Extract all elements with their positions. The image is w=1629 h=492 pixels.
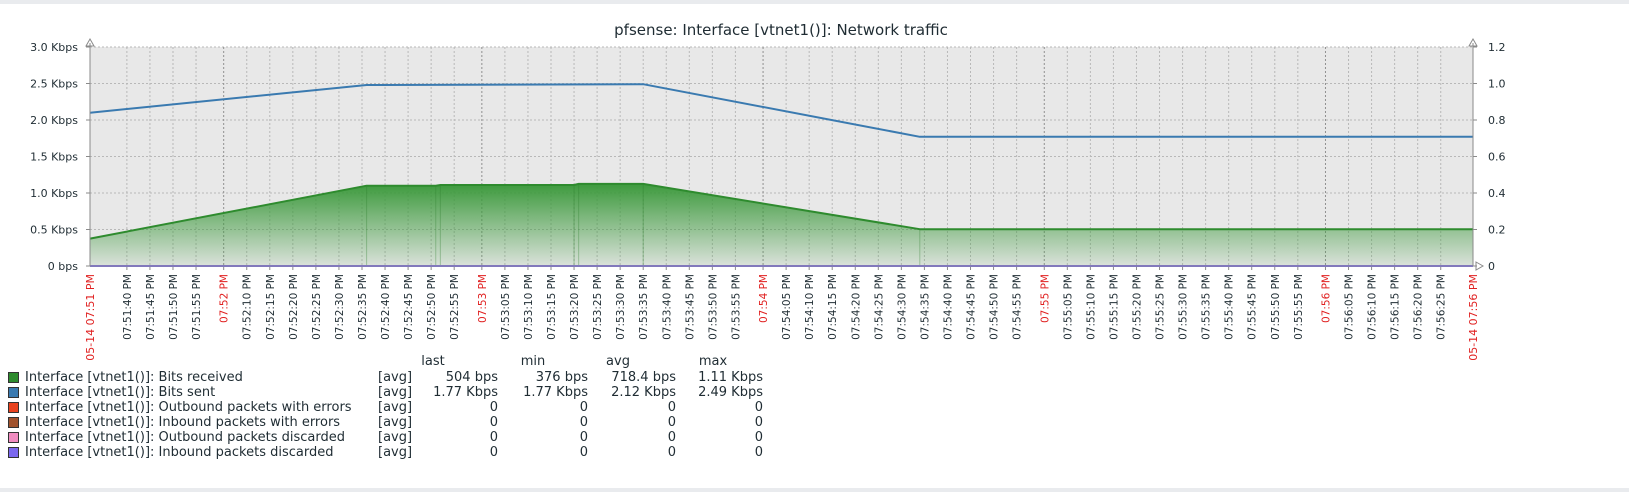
x-tick-label: 07:51:55 PM: [191, 274, 203, 340]
x-tick-label: 07:52:15 PM: [265, 274, 277, 340]
x-tick-label: 07:55:45 PM: [1247, 274, 1259, 340]
graph-widget: pfsense: Interface [vtnet1()]: Network t…: [0, 4, 1629, 488]
x-tick-label: 07:55:50 PM: [1270, 274, 1282, 340]
y-left-tick-label: 1.0 Kbps: [30, 187, 78, 200]
x-tick-label: 07:56:25 PM: [1436, 274, 1448, 340]
x-tick-label: 07:53:30 PM: [615, 274, 627, 340]
y-right-tick-label: 0: [1488, 260, 1495, 273]
x-tick-label: 07:53 PM: [477, 274, 489, 323]
x-tick-label: 07:52:40 PM: [380, 274, 392, 340]
y-right-tick-label: 0.8: [1488, 114, 1506, 127]
x-tick-label: 07:52:10 PM: [242, 274, 254, 340]
network-traffic-chart: pfsense: Interface [vtnet1()]: Network t…: [30, 21, 1506, 361]
x-tick-label: 07:53:05 PM: [500, 274, 512, 340]
x-tick-label: 07:52:35 PM: [357, 274, 369, 340]
x-tick-label: 07:54:30 PM: [896, 274, 908, 340]
x-tick-label: 07:53:15 PM: [546, 274, 558, 340]
x-tick-label: 07:54:25 PM: [873, 274, 885, 340]
x-tick-label: 07:51:45 PM: [145, 274, 157, 340]
chart-title: pfsense: Interface [vtnet1()]: Network t…: [614, 21, 948, 39]
x-tick-label: 07:54:20 PM: [850, 274, 862, 340]
x-tick-label: 07:53:55 PM: [730, 274, 742, 340]
y-right-tick-label: 0.6: [1488, 151, 1506, 164]
y-right-tick-label: 0.4: [1488, 187, 1506, 200]
x-tick-label: 07:52:45 PM: [403, 274, 415, 340]
x-tick-label: 07:54:10 PM: [804, 274, 816, 340]
y-left-tick-label: 2.5 Kbps: [30, 78, 78, 91]
x-tick-label: 07:53:45 PM: [684, 274, 696, 340]
x-tick-label: 07:52 PM: [219, 274, 231, 323]
series-line-0: [89, 182, 1473, 240]
y-left-tick-label: 3.0 Kbps: [30, 41, 78, 54]
x-tick-label: 07:54:35 PM: [919, 274, 931, 340]
x-tick-label: 07:54:55 PM: [1012, 274, 1024, 340]
x-tick-label: 07:54:05 PM: [781, 274, 793, 340]
x-tick-label: 07:55:10 PM: [1085, 274, 1097, 340]
y-left-tick-label: 1.5 Kbps: [30, 151, 78, 164]
series-area-bits-received: [90, 183, 1473, 266]
y-left-tick-label: 0.5 Kbps: [30, 224, 78, 237]
x-tick-label: 07:55:55 PM: [1293, 274, 1305, 340]
x-tick-label: 07:55:30 PM: [1178, 274, 1190, 340]
x-tick-label: 07:55:25 PM: [1155, 274, 1167, 340]
x-tick-label: 07:56:10 PM: [1367, 274, 1379, 340]
x-tick-label: 07:52:20 PM: [288, 274, 300, 340]
x-tick-label: 07:56:05 PM: [1344, 274, 1356, 340]
x-tick-label: 07:55:35 PM: [1201, 274, 1213, 340]
x-tick-label: 07:53:10 PM: [523, 274, 535, 340]
x-tick-label: 07:55:15 PM: [1108, 274, 1120, 340]
series-line-1: [89, 83, 1473, 138]
y-right-tick-label: 1.2: [1488, 41, 1506, 54]
y-right-axis-arrow-icon: [1468, 37, 1478, 47]
y-right-tick-label: 1.0: [1488, 78, 1506, 91]
y-right-tick-label: 0.2: [1488, 224, 1506, 237]
x-tick-label: 07:56:20 PM: [1413, 274, 1425, 340]
x-tick-label: 07:54:45 PM: [966, 274, 978, 340]
x-end-label: 05-14 07:56 PM: [1467, 274, 1480, 361]
x-tick-label: 07:56 PM: [1320, 274, 1332, 323]
x-tick-label: 07:55:05 PM: [1062, 274, 1074, 340]
x-tick-label: 07:52:30 PM: [334, 274, 346, 340]
x-tick-label: 07:53:50 PM: [707, 274, 719, 340]
x-tick-label: 07:55:40 PM: [1224, 274, 1236, 340]
x-tick-label: 07:52:55 PM: [449, 274, 461, 340]
x-tick-label: 07:53:40 PM: [661, 274, 673, 340]
x-start-label: 05-14 07:51 PM: [84, 274, 97, 361]
x-tick-label: 07:55 PM: [1039, 274, 1051, 323]
x-tick-label: 07:52:25 PM: [311, 274, 323, 340]
y-left-tick-label: 2.0 Kbps: [30, 114, 78, 127]
x-tick-label: 07:54 PM: [758, 274, 770, 323]
x-tick-label: 07:55:20 PM: [1131, 274, 1143, 340]
x-tick-label: 07:53:25 PM: [592, 274, 604, 340]
x-tick-label: 07:53:35 PM: [638, 274, 650, 340]
x-tick-label: 07:54:40 PM: [942, 274, 954, 340]
x-tick-label: 07:51:40 PM: [122, 274, 134, 340]
x-axis-arrow-icon: [1475, 261, 1485, 271]
x-tick-label: 07:53:20 PM: [569, 274, 581, 340]
x-tick-label: 07:56:15 PM: [1390, 274, 1402, 340]
y-left-axis-arrow-icon: [85, 37, 95, 47]
x-tick-label: 07:52:50 PM: [426, 274, 438, 340]
x-tick-label: 07:51:50 PM: [168, 274, 180, 340]
x-tick-label: 07:54:50 PM: [989, 274, 1001, 340]
y-left-tick-label: 0 bps: [48, 260, 78, 273]
x-tick-label: 07:54:15 PM: [827, 274, 839, 340]
